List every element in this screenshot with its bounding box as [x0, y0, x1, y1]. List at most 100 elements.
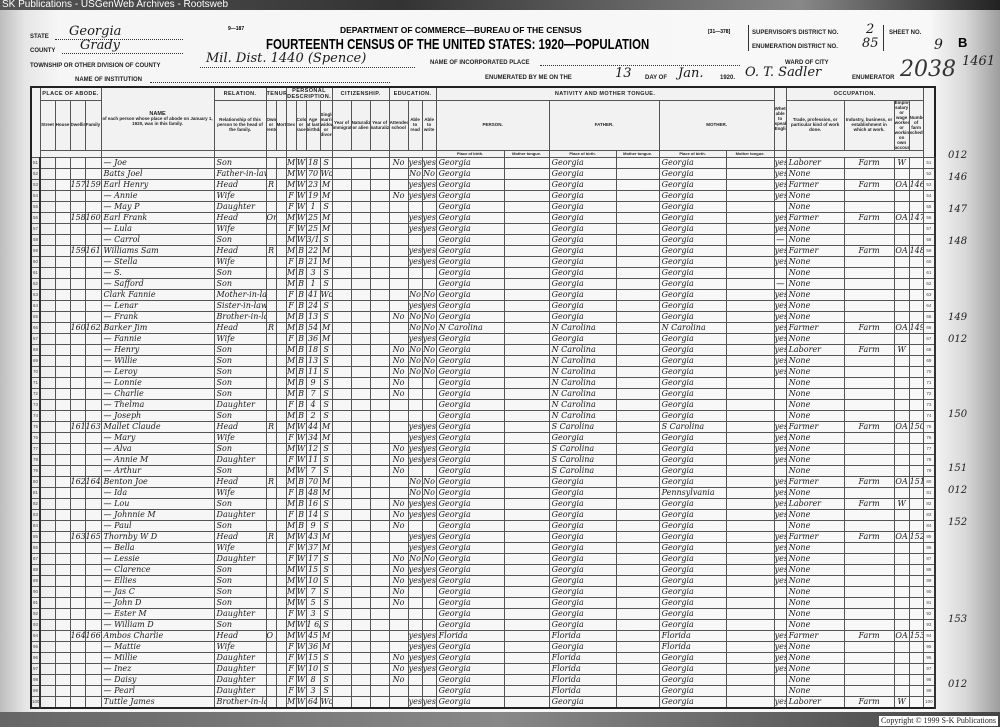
age: 34 — [305, 432, 321, 445]
age: 16 — [305, 498, 321, 511]
family-number — [84, 410, 102, 423]
person-name: Barker Jim — [100, 322, 215, 335]
worker-class — [893, 289, 910, 302]
street — [39, 476, 56, 489]
naturalization-year — [369, 586, 390, 599]
marital-status: S — [319, 377, 333, 390]
attended-school — [388, 168, 409, 181]
mother-tongue — [503, 278, 550, 291]
dwelling-number — [69, 256, 86, 269]
worker-class — [893, 586, 910, 599]
mother-birthplace: Georgia — [658, 245, 727, 258]
industry — [843, 256, 895, 269]
family-number — [84, 399, 102, 412]
right-line-number: 61 — [922, 267, 937, 280]
can-write: yes — [421, 531, 437, 544]
age: 7 — [305, 586, 321, 599]
race: W — [295, 597, 307, 610]
attended-school — [388, 322, 409, 335]
sex: M — [285, 630, 297, 643]
sex: F — [285, 256, 297, 269]
immigration-year — [331, 157, 352, 170]
mother-mother-tongue — [725, 608, 775, 621]
owned-header: Owned or rented — [265, 100, 277, 152]
street — [39, 410, 56, 423]
can-write — [421, 388, 437, 401]
birthplace: Georgia — [435, 311, 505, 324]
house-number — [54, 465, 71, 478]
can-write: yes — [421, 300, 437, 313]
dwelling-number — [69, 663, 86, 676]
sex: F — [285, 608, 297, 621]
can-write: yes — [421, 509, 437, 522]
industry — [843, 619, 895, 632]
family-number — [84, 377, 102, 390]
tenure-mortgage — [275, 300, 287, 313]
immigration-year — [331, 553, 352, 566]
incorporated-field — [540, 54, 740, 66]
immigration-year — [331, 377, 352, 390]
attended-school — [388, 542, 409, 555]
line-number: 58 — [30, 234, 41, 247]
worker-class — [893, 388, 910, 401]
race: W — [295, 553, 307, 566]
census-row: 77— Alva Son M W 12 S No yes yes Georgia S Carolin… — [30, 443, 937, 456]
industry — [843, 366, 895, 379]
marital-status: S — [319, 388, 333, 401]
can-write: yes — [421, 333, 437, 346]
worker-class: OA — [893, 531, 910, 544]
relation: Son — [213, 278, 267, 291]
sex: M — [285, 179, 297, 192]
census-title: FOURTEENTH CENSUS OF THE UNITED STATES: … — [266, 36, 650, 53]
mother-tongue — [503, 256, 550, 269]
street — [39, 278, 56, 291]
right-line-number: 88 — [922, 564, 937, 577]
right-line-number: 56 — [922, 212, 937, 225]
speaks-english: yes — [773, 355, 787, 368]
tenure-owned — [265, 619, 277, 632]
father-birthplace: S Carolina — [548, 454, 617, 467]
father-mother-tongue — [615, 344, 660, 357]
street — [39, 498, 56, 511]
father-birthplace: Georgia — [548, 300, 617, 313]
mother-tongue — [503, 212, 550, 225]
family-number — [84, 366, 102, 379]
trade: Laborer — [785, 344, 845, 357]
naturalization-year — [369, 597, 390, 610]
father-mother-tongue — [615, 333, 660, 346]
mother-birthplace: Georgia — [658, 366, 727, 379]
mother-birthplace: Georgia — [658, 575, 727, 588]
farm-schedule — [908, 388, 924, 401]
age: 36 — [305, 641, 321, 654]
marital-status: S — [319, 465, 333, 478]
house-header: House — [54, 100, 71, 152]
line-number: 56 — [30, 212, 41, 225]
person-name: — Lessie — [100, 553, 215, 566]
line-number: 67 — [30, 333, 41, 346]
worker-class — [893, 597, 910, 610]
sex: M — [285, 575, 297, 588]
mother-birthplace: Florida — [658, 641, 727, 654]
speaks-english: yes — [773, 344, 787, 357]
age: 48 — [305, 487, 321, 500]
trade: None — [785, 366, 845, 379]
dwelling-number — [69, 344, 86, 357]
race: W — [295, 586, 307, 599]
dwelling-number — [69, 520, 86, 533]
relation: Head — [213, 531, 267, 544]
immigration-year — [331, 300, 352, 313]
right-line-number: 87 — [922, 553, 937, 566]
census-row: 58— CarrolSonMW3/12SGeorgiaGeorgiaGeorgi… — [30, 234, 937, 247]
mother-birthplace: Georgia — [658, 399, 727, 412]
mother-tongue — [503, 586, 550, 599]
naturalized — [350, 454, 371, 467]
line-number: 75 — [30, 421, 41, 434]
can-read: yes — [407, 245, 423, 258]
trade: None — [785, 520, 845, 533]
house-number — [54, 399, 71, 412]
naturalization-year — [369, 641, 390, 654]
speaks-english: yes — [773, 641, 787, 654]
worker-class — [893, 377, 910, 390]
